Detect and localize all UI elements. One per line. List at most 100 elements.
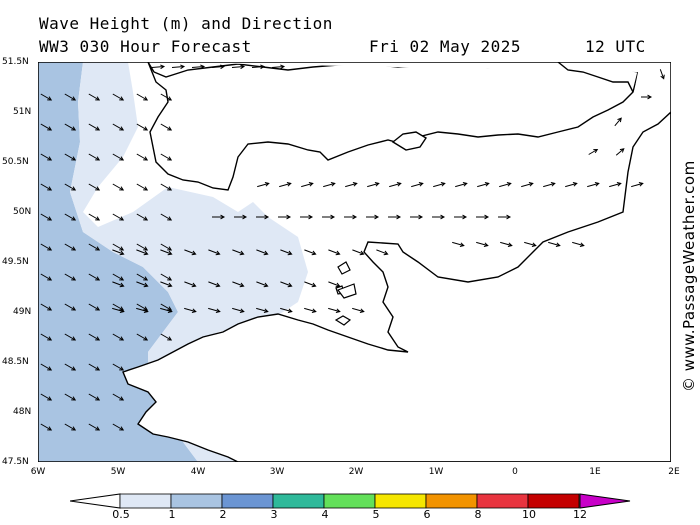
colorbar-label-10: 10 bbox=[522, 508, 536, 521]
channel-islands-jersey bbox=[337, 261, 351, 275]
lat-label-48-5n: 48.5N bbox=[2, 357, 29, 367]
colorbar-label-3: 3 bbox=[270, 508, 278, 521]
wave-arrow bbox=[136, 93, 149, 101]
wave-arrow bbox=[256, 307, 269, 313]
wave-arrow bbox=[615, 148, 625, 156]
wave-arrow bbox=[211, 64, 226, 70]
wave-arrow bbox=[136, 243, 149, 251]
wave-arrow bbox=[40, 423, 53, 431]
watermark: © www.PassageWeather.com bbox=[680, 160, 698, 392]
lon-label-1e: 1E bbox=[589, 467, 601, 477]
wave-arrow bbox=[345, 182, 358, 188]
wave-arrow bbox=[136, 281, 149, 288]
colorbar-segment bbox=[119, 493, 172, 509]
wave-arrow bbox=[112, 123, 125, 131]
wave-arrow bbox=[112, 281, 125, 288]
wave-arrow bbox=[88, 243, 101, 251]
wave-arrow bbox=[64, 393, 77, 401]
wave-arrow bbox=[208, 249, 221, 256]
lat-label-49n: 49N bbox=[13, 307, 32, 317]
colorbar-segment bbox=[476, 493, 529, 509]
colorbar-label-0-5: 0.5 bbox=[112, 508, 130, 521]
colorbar-segment bbox=[221, 493, 274, 509]
wave-arrow bbox=[231, 64, 246, 70]
wave-arrow bbox=[476, 241, 489, 247]
wave-arrow bbox=[300, 214, 314, 220]
wave-band-0-5-1m bbox=[70, 62, 318, 462]
wave-arrow bbox=[64, 123, 77, 131]
wave-arrow bbox=[160, 183, 173, 191]
wave-arrow bbox=[609, 182, 622, 188]
wave-arrow bbox=[641, 94, 653, 100]
wave-arrow bbox=[323, 182, 336, 188]
wave-arrow bbox=[234, 214, 248, 220]
wave-arrow bbox=[389, 182, 402, 188]
wave-arrow bbox=[40, 303, 53, 311]
wave-arrow bbox=[280, 307, 293, 313]
wave-arrow bbox=[64, 153, 77, 161]
wave-arrow bbox=[548, 241, 561, 247]
lon-label-2e: 2E bbox=[668, 467, 680, 477]
wave-arrow bbox=[257, 182, 270, 188]
wave-direction-arrows bbox=[40, 64, 665, 431]
wave-arrow bbox=[171, 64, 186, 70]
wave-arrow bbox=[112, 273, 125, 281]
colorbar-segment bbox=[374, 493, 427, 509]
wave-arrow bbox=[452, 241, 465, 247]
wave-arrow bbox=[160, 333, 173, 341]
lat-label-50n: 50N bbox=[13, 207, 32, 217]
wave-arrow bbox=[328, 307, 341, 313]
wave-arrow bbox=[136, 183, 149, 191]
wave-arrow bbox=[64, 333, 77, 341]
wave-arrow bbox=[411, 182, 424, 188]
wave-arrow bbox=[280, 249, 293, 256]
wave-arrow bbox=[184, 307, 197, 313]
wave-arrow bbox=[304, 281, 317, 288]
wave-arrow bbox=[88, 213, 101, 221]
wave-arrow bbox=[40, 363, 53, 371]
wave-arrow bbox=[88, 93, 101, 101]
wave-arrow bbox=[499, 182, 512, 188]
wave-arrow bbox=[543, 182, 556, 188]
lon-label-4w: 4W bbox=[190, 467, 206, 477]
wave-arrow bbox=[160, 153, 173, 161]
wave-arrow bbox=[136, 249, 149, 256]
wave-arrow bbox=[256, 214, 270, 220]
wave-arrow bbox=[160, 243, 173, 251]
wave-arrow bbox=[565, 182, 578, 188]
wave-arrow bbox=[160, 307, 173, 313]
wave-arrow bbox=[160, 123, 173, 131]
wave-arrow bbox=[112, 153, 125, 161]
normandy-bay bbox=[337, 283, 357, 299]
wave-map bbox=[38, 62, 671, 462]
colorbar-segments bbox=[119, 493, 580, 509]
wave-arrow bbox=[151, 64, 166, 70]
wave-arrow bbox=[64, 303, 77, 311]
wave-arrow bbox=[432, 214, 446, 220]
wave-arrow bbox=[184, 281, 197, 288]
wave-arrow bbox=[301, 182, 314, 188]
wave-arrow bbox=[498, 214, 512, 220]
colorbar-segment bbox=[527, 493, 580, 509]
wave-arrow bbox=[64, 363, 77, 371]
wave-arrow bbox=[136, 213, 149, 221]
wave-arrow bbox=[160, 249, 173, 256]
wave-arrow bbox=[344, 214, 358, 220]
wave-band-1-2m bbox=[38, 62, 198, 462]
wave-arrow bbox=[521, 182, 534, 188]
lat-label-50-5n: 50.5N bbox=[2, 157, 29, 167]
colorbar-segment bbox=[272, 493, 325, 509]
wave-arrow bbox=[64, 213, 77, 221]
wave-arrow bbox=[256, 249, 269, 256]
wave-arrow bbox=[136, 333, 149, 341]
wave-arrow bbox=[112, 307, 125, 313]
wave-arrow bbox=[160, 213, 173, 221]
wave-arrow bbox=[631, 182, 644, 188]
wave-arrow bbox=[208, 281, 221, 288]
wave-arrow bbox=[588, 148, 599, 155]
colorbar-label-4: 4 bbox=[321, 508, 329, 521]
wave-arrow bbox=[184, 249, 197, 256]
wave-arrow bbox=[136, 153, 149, 161]
wave-arrow bbox=[328, 249, 341, 256]
colorbar-segment bbox=[170, 493, 223, 509]
